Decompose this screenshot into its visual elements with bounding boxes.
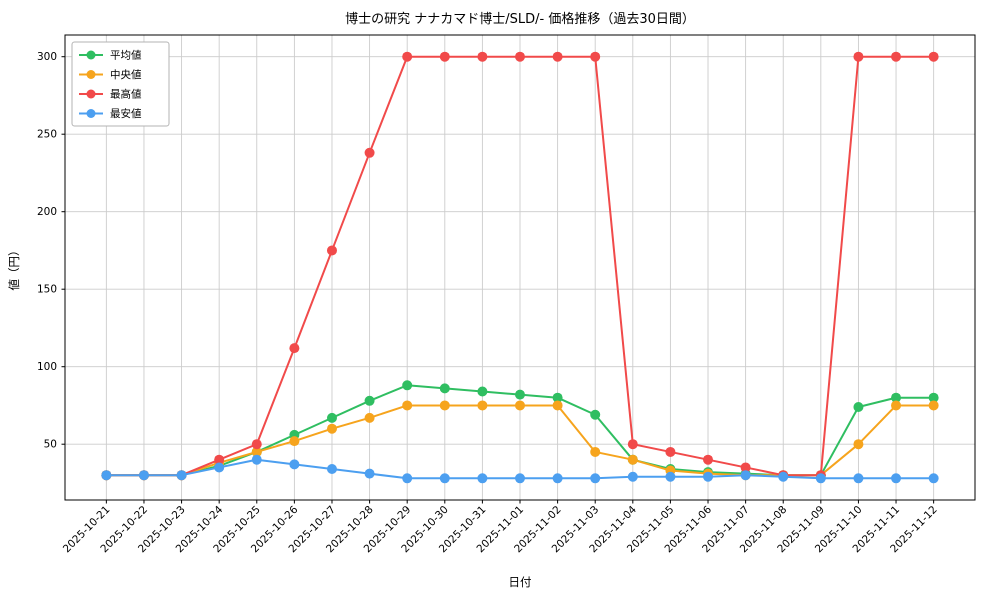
legend-marker: [86, 89, 96, 99]
series-marker-3: [590, 473, 601, 484]
legend-label: 最安値: [110, 107, 142, 120]
y-tick-label: 50: [44, 439, 57, 451]
series-marker-2: [703, 454, 714, 465]
series-marker-1: [289, 436, 300, 447]
y-tick-label: 300: [37, 51, 57, 63]
series-marker-2: [364, 147, 375, 158]
series-marker-2: [627, 439, 638, 450]
series-marker-2: [665, 446, 676, 457]
legend-box: [71, 41, 170, 127]
series-marker-1: [590, 446, 601, 457]
series-marker-1: [627, 454, 638, 465]
series-marker-1: [402, 400, 413, 411]
series-marker-1: [928, 400, 939, 411]
series-marker-1: [364, 412, 375, 423]
legend-marker: [86, 70, 96, 79]
legend-marker: [86, 109, 96, 118]
series-marker-3: [627, 471, 638, 482]
x-axis-label: 日付: [509, 575, 532, 589]
chart-title: 博士の研究 ナナカマド博士/SLD/- 価格推移（過去30日間）: [345, 11, 695, 27]
series-marker-3: [289, 459, 300, 470]
series-marker-3: [515, 473, 525, 484]
y-tick-label: 100: [37, 361, 57, 373]
series-marker-0: [552, 392, 563, 403]
series-marker-3: [703, 471, 714, 482]
series-marker-0: [891, 392, 902, 403]
series-marker-1: [891, 400, 902, 411]
legend-label: 中央値: [110, 68, 142, 81]
legend-label: 平均値: [110, 49, 142, 62]
series-marker-2: [515, 51, 525, 62]
series-marker-3: [665, 471, 676, 482]
series-marker-2: [740, 462, 751, 473]
series-marker-0: [364, 395, 375, 406]
series-marker-2: [891, 51, 902, 62]
y-axis-label: 値（円）: [7, 245, 21, 291]
series-marker-3: [101, 470, 112, 481]
series-marker-3: [364, 468, 375, 479]
series-marker-3: [853, 473, 864, 484]
series-marker-2: [214, 454, 225, 465]
series-marker-3: [740, 470, 751, 481]
series-marker-2: [928, 51, 939, 62]
series-marker-3: [552, 473, 563, 484]
series-marker-2: [251, 439, 262, 450]
series-marker-1: [251, 446, 262, 457]
series-marker-3: [815, 473, 826, 484]
series-marker-2: [552, 51, 563, 62]
y-tick-label: 250: [37, 129, 57, 141]
series-marker-2: [326, 245, 337, 256]
series-marker-0: [326, 412, 337, 423]
series-marker-1: [515, 400, 525, 411]
series-marker-3: [326, 464, 337, 474]
plot-border: [64, 34, 976, 501]
series-marker-2: [853, 51, 864, 62]
series-marker-3: [176, 470, 187, 481]
series-marker-3: [891, 473, 902, 484]
series-marker-0: [590, 409, 601, 420]
y-tick-label: 150: [37, 284, 57, 296]
series-marker-3: [928, 473, 939, 484]
series-marker-0: [928, 392, 939, 403]
series-marker-3: [214, 462, 225, 473]
legend-label: 最高値: [110, 88, 142, 101]
series-marker-3: [477, 473, 488, 484]
series-marker-0: [477, 386, 488, 397]
series-marker-1: [439, 400, 450, 411]
series-marker-0: [402, 380, 413, 391]
series-marker-3: [402, 473, 413, 484]
legend-marker: [86, 50, 96, 60]
series-marker-2: [590, 51, 601, 62]
series-marker-1: [477, 400, 488, 411]
series-marker-0: [439, 383, 450, 394]
series-marker-1: [853, 439, 864, 450]
series-marker-3: [439, 473, 450, 484]
series-marker-3: [251, 454, 262, 465]
series-marker-3: [778, 471, 789, 482]
series-marker-2: [402, 51, 413, 62]
series-marker-3: [138, 470, 149, 481]
series-marker-0: [515, 389, 525, 400]
series-marker-1: [552, 400, 563, 411]
y-tick-label: 200: [37, 206, 57, 218]
series-marker-1: [326, 423, 337, 434]
series-marker-2: [439, 51, 450, 62]
series-marker-2: [477, 51, 488, 62]
series-marker-0: [853, 402, 864, 412]
series-marker-2: [289, 343, 300, 354]
